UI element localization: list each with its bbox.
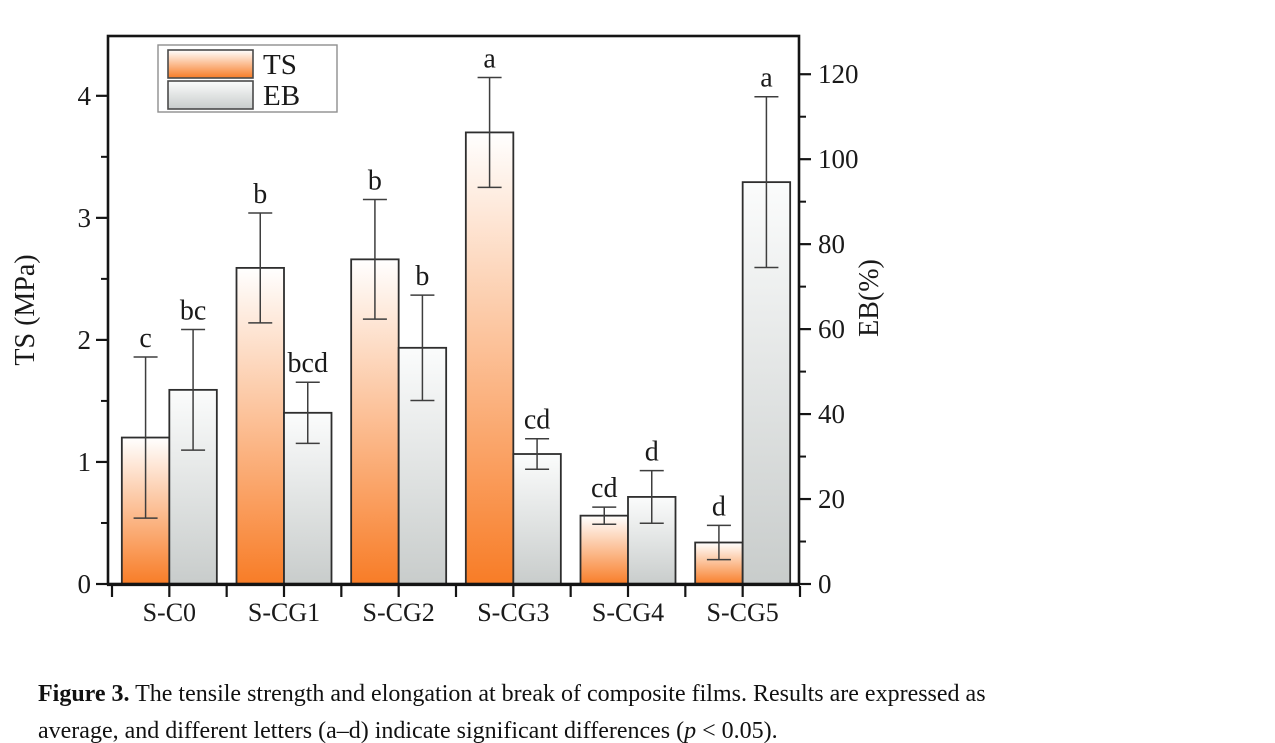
sig-letter-EB-S-CG2: b xyxy=(415,261,429,292)
y-right-tick-label: 120 xyxy=(818,59,859,89)
sig-letter-EB-S-C0: bc xyxy=(180,296,206,327)
error-bar-TS-S-C0 xyxy=(133,356,158,519)
error-bar-TS-S-CG3 xyxy=(477,76,502,189)
x-axis: S-C0 S-CG1 S-CG2 S-CG3 S-CG4 S-CG5 xyxy=(110,586,802,627)
chart-area: c b b a cd d bc bcd b cd d a 0 1 2 3 4 TS (MPa) 0 20 40 60 80 1… xyxy=(10,34,885,627)
error-bar-TS-S-CG2 xyxy=(362,198,387,320)
caption-text-1: The tensile strength and elongation at b… xyxy=(129,681,986,707)
sig-letter-TS-S-CG3: a xyxy=(483,43,496,74)
y-right-tick-label: 80 xyxy=(818,229,845,259)
sig-letter-EB-S-CG3: cd xyxy=(524,405,550,436)
y-left-tick-label: 1 xyxy=(78,447,92,477)
y-left-tick-label: 3 xyxy=(78,203,92,233)
sig-letter-TS-S-CG1: b xyxy=(253,179,267,210)
y-left-tick-label: 4 xyxy=(78,81,92,111)
y-left-axis-title: TS (MPa) xyxy=(10,254,41,365)
y-right-axis-title: EB(%) xyxy=(854,259,885,337)
sig-letter-EB-S-CG4: d xyxy=(645,437,659,468)
error-bar-TS-S-CG4 xyxy=(592,506,617,525)
figure-caption: Figure 3. The tensile strength and elong… xyxy=(38,676,1250,743)
sig-letter-TS-S-C0: c xyxy=(139,323,151,354)
error-bar-EB-S-C0 xyxy=(181,328,206,451)
x-tick-label-S-CG4: S-CG4 xyxy=(592,598,664,627)
y-axis-left: 0 1 2 3 4 xyxy=(78,81,107,599)
y-axis-right: 0 20 40 60 80 100 120 xyxy=(800,59,859,599)
y-right-tick-label: 100 xyxy=(818,144,859,174)
error-bar-EB-S-CG2 xyxy=(410,294,435,402)
y-right-tick-label: 40 xyxy=(818,399,845,429)
y-left-tick-label: 0 xyxy=(78,569,92,599)
x-tick-label-S-CG3: S-CG3 xyxy=(477,598,549,627)
sig-letter-EB-S-CG5: a xyxy=(760,63,773,94)
error-bar-EB-S-CG4 xyxy=(639,469,664,525)
x-tick-label-S-C0: S-C0 xyxy=(143,598,196,627)
sig-letter-TS-S-CG2: b xyxy=(368,166,382,197)
error-bar-EB-S-CG1 xyxy=(295,381,320,445)
sig-letter-TS-S-CG4: cd xyxy=(591,473,617,504)
error-bar-EB-S-CG3 xyxy=(525,437,550,471)
y-right-tick-label: 20 xyxy=(818,484,845,514)
legend-label-TS: TS xyxy=(263,49,297,81)
error-bar-TS-S-CG1 xyxy=(248,212,273,324)
bar-TS-S-CG4 xyxy=(579,514,629,586)
caption-line-1: Figure 3. The tensile strength and elong… xyxy=(38,676,1250,713)
caption-text-3: < 0.05). xyxy=(696,718,778,743)
legend-swatch-TS xyxy=(167,49,254,79)
y-right-tick-label: 60 xyxy=(818,314,845,344)
sig-letter-EB-S-CG1: bcd xyxy=(288,348,328,379)
caption-line-2: average, and different letters (a–d) ind… xyxy=(38,713,1250,743)
bar-EB-S-CG3 xyxy=(512,453,562,586)
legend-label-EB: EB xyxy=(263,80,300,112)
caption-text-2: average, and different letters (a–d) ind… xyxy=(38,718,685,743)
caption-p-symbol: p xyxy=(684,718,697,743)
error-bar-TS-S-CG5 xyxy=(706,524,731,561)
error-bar-EB-S-CG5 xyxy=(754,95,779,269)
legend-swatch-EB xyxy=(167,80,254,110)
y-right-tick-label: 0 xyxy=(818,569,832,599)
sig-letter-TS-S-CG5: d xyxy=(712,491,726,522)
caption-figure-label: Figure 3. xyxy=(38,681,130,707)
bar-TS-S-CG3 xyxy=(464,131,515,586)
x-tick-label-S-CG5: S-CG5 xyxy=(707,598,779,627)
y-left-tick-label: 2 xyxy=(78,325,92,355)
x-tick-label-S-CG1: S-CG1 xyxy=(248,598,320,627)
x-tick-label-S-CG2: S-CG2 xyxy=(363,598,435,627)
